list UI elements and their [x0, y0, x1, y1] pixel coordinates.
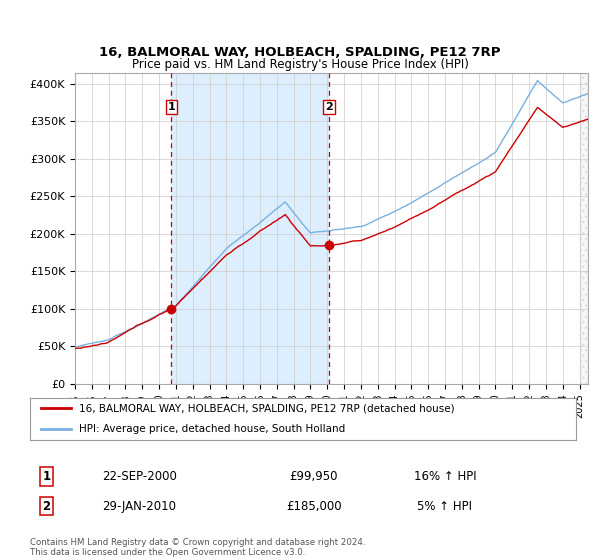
Text: 16% ↑ HPI: 16% ↑ HPI — [413, 470, 476, 483]
Text: £99,950: £99,950 — [290, 470, 338, 483]
Text: 22-SEP-2000: 22-SEP-2000 — [102, 470, 176, 483]
Text: HPI: Average price, detached house, South Holland: HPI: Average price, detached house, Sout… — [79, 424, 346, 434]
Text: 1: 1 — [43, 470, 50, 483]
Text: 16, BALMORAL WAY, HOLBEACH, SPALDING, PE12 7RP: 16, BALMORAL WAY, HOLBEACH, SPALDING, PE… — [99, 46, 501, 59]
Text: Contains HM Land Registry data © Crown copyright and database right 2024.
This d: Contains HM Land Registry data © Crown c… — [30, 538, 365, 557]
Bar — [172, 73, 329, 384]
Text: 5% ↑ HPI: 5% ↑ HPI — [418, 500, 472, 513]
Text: 2: 2 — [325, 101, 332, 111]
Text: 2: 2 — [43, 500, 50, 513]
Bar — [580, 73, 588, 384]
Text: 16, BALMORAL WAY, HOLBEACH, SPALDING, PE12 7RP (detached house): 16, BALMORAL WAY, HOLBEACH, SPALDING, PE… — [79, 403, 455, 413]
Text: Price paid vs. HM Land Registry's House Price Index (HPI): Price paid vs. HM Land Registry's House … — [131, 58, 469, 71]
Text: 29-JAN-2010: 29-JAN-2010 — [102, 500, 176, 513]
Text: £185,000: £185,000 — [286, 500, 342, 513]
Text: 1: 1 — [167, 101, 175, 111]
